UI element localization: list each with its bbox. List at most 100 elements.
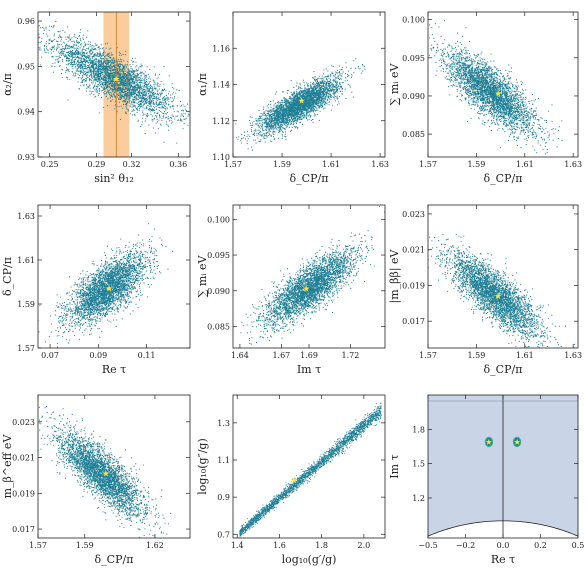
data-point <box>143 86 145 88</box>
data-point <box>124 100 126 102</box>
data-point <box>71 55 73 57</box>
data-point <box>111 95 113 97</box>
data-point <box>51 65 53 67</box>
data-point <box>107 82 109 84</box>
data-point <box>91 57 93 59</box>
data-point <box>156 90 158 92</box>
data-point <box>57 45 59 47</box>
data-point <box>119 94 121 96</box>
data-point <box>137 99 139 100</box>
plot-frame <box>37 11 191 158</box>
data-point <box>109 76 110 78</box>
data-point <box>67 70 69 72</box>
data-point <box>99 70 101 72</box>
data-point <box>96 74 98 76</box>
data-point <box>112 65 114 67</box>
data-point <box>149 109 151 111</box>
data-point <box>141 106 143 108</box>
data-point <box>295 116 297 118</box>
data-point <box>146 81 148 83</box>
data-point <box>149 69 151 70</box>
data-point <box>118 65 119 66</box>
data-point <box>156 115 158 117</box>
data-point <box>112 75 114 77</box>
data-point <box>139 73 141 75</box>
data-point <box>145 107 147 109</box>
data-point <box>82 74 84 76</box>
data-point <box>127 101 129 103</box>
data-point <box>80 60 82 62</box>
data-point <box>309 116 311 117</box>
data-point <box>318 107 320 109</box>
data-point <box>121 89 123 91</box>
data-point <box>295 105 297 107</box>
data-point <box>95 58 97 60</box>
data-point <box>77 65 79 67</box>
data-point <box>297 117 299 119</box>
data-point <box>146 75 147 77</box>
data-point <box>127 94 129 96</box>
data-point <box>76 63 78 65</box>
data-point <box>84 74 86 76</box>
data-point <box>280 101 282 103</box>
data-point <box>134 80 136 82</box>
data-point <box>139 78 141 80</box>
data-point <box>42 33 44 35</box>
data-point <box>170 117 172 118</box>
data-point <box>137 119 139 121</box>
data-point <box>164 100 166 102</box>
data-point <box>274 112 276 114</box>
data-point <box>324 104 326 106</box>
data-point <box>306 119 308 121</box>
data-point <box>65 36 67 38</box>
data-point <box>154 97 155 99</box>
data-point <box>166 108 168 110</box>
data-point <box>79 35 80 37</box>
data-point <box>127 77 129 79</box>
data-point <box>71 60 72 62</box>
data-point <box>337 104 338 106</box>
data-point <box>298 96 300 98</box>
data-point <box>140 66 142 68</box>
data-point <box>153 109 155 111</box>
data-point <box>136 97 138 99</box>
data-point <box>156 99 158 101</box>
data-point <box>274 117 276 119</box>
data-point <box>98 65 99 67</box>
data-point <box>241 134 243 136</box>
data-point <box>139 77 141 78</box>
data-point <box>144 133 146 134</box>
data-point <box>122 77 124 79</box>
data-point <box>134 87 136 89</box>
data-point <box>114 92 116 94</box>
data-point <box>83 55 85 57</box>
data-point <box>132 100 134 102</box>
data-point <box>90 63 92 65</box>
data-point <box>56 47 58 49</box>
data-point <box>108 56 110 58</box>
data-point <box>80 81 82 83</box>
data-point <box>197 115 198 116</box>
data-point <box>100 78 102 80</box>
data-point <box>125 65 127 67</box>
data-point <box>131 82 133 84</box>
data-point <box>102 82 104 84</box>
data-point <box>133 83 135 85</box>
data-point <box>38 49 40 51</box>
data-point <box>281 120 283 121</box>
data-point <box>185 117 187 119</box>
data-point <box>90 62 91 64</box>
data-point <box>124 69 126 71</box>
data-point <box>48 25 50 27</box>
data-point <box>113 58 115 60</box>
data-point <box>132 57 134 59</box>
data-point <box>118 67 120 69</box>
data-point <box>277 108 279 110</box>
data-point <box>141 94 143 96</box>
data-point <box>166 116 168 118</box>
data-point <box>295 95 297 96</box>
data-point <box>118 88 119 90</box>
data-point <box>140 82 142 84</box>
data-point <box>90 73 92 75</box>
data-point <box>181 119 183 121</box>
